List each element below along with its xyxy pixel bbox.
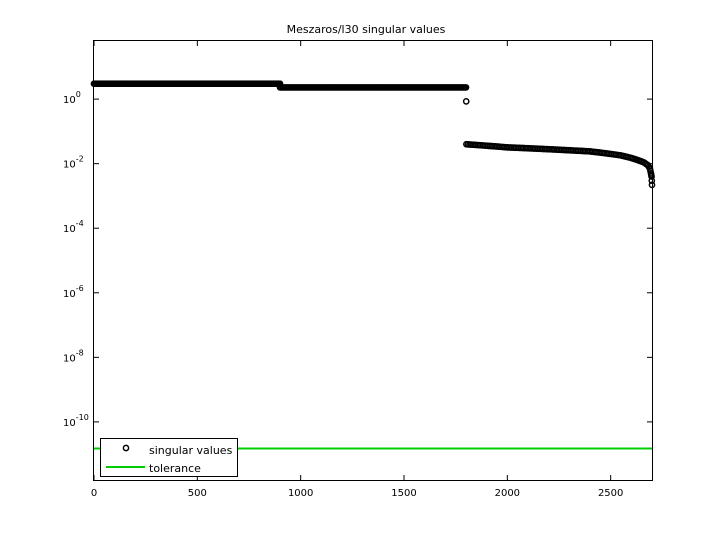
x-tick-label: 2500 xyxy=(598,488,623,499)
x-tick-label: 1000 xyxy=(288,488,313,499)
y-tick-label: 10-2 xyxy=(63,155,84,171)
y-tick-label: 10-4 xyxy=(63,219,84,235)
legend-label-tolerance: tolerance xyxy=(149,462,201,475)
singular-value-point xyxy=(648,173,655,180)
legend-box xyxy=(100,438,238,477)
x-tick-label: 0 xyxy=(91,488,97,499)
y-tick-label: 10-8 xyxy=(63,348,84,364)
singular-value-point xyxy=(462,98,470,105)
x-tick-label: 500 xyxy=(188,488,207,499)
y-tick-label: 10-6 xyxy=(63,284,84,300)
y-tick-label: 100 xyxy=(63,90,81,106)
plot-area xyxy=(90,80,656,450)
chart-title: Meszaros/l30 singular values xyxy=(287,23,446,36)
plot-frame xyxy=(93,40,653,481)
singular-value-point xyxy=(648,177,656,185)
legend-label-singular-values: singular values xyxy=(149,444,233,457)
y-tick-label: 10-10 xyxy=(63,413,89,429)
axes: 0 500 1000 1500 2000 2500 100 10-2 10-4 10-6 10-8 1… xyxy=(63,41,652,499)
singular-value-point xyxy=(462,84,470,91)
legend-marker-singular-values xyxy=(122,444,130,452)
x-tick-label: 2000 xyxy=(495,488,520,499)
x-tick-label: 1500 xyxy=(391,488,416,499)
legend: singular values tolerance xyxy=(100,438,238,477)
